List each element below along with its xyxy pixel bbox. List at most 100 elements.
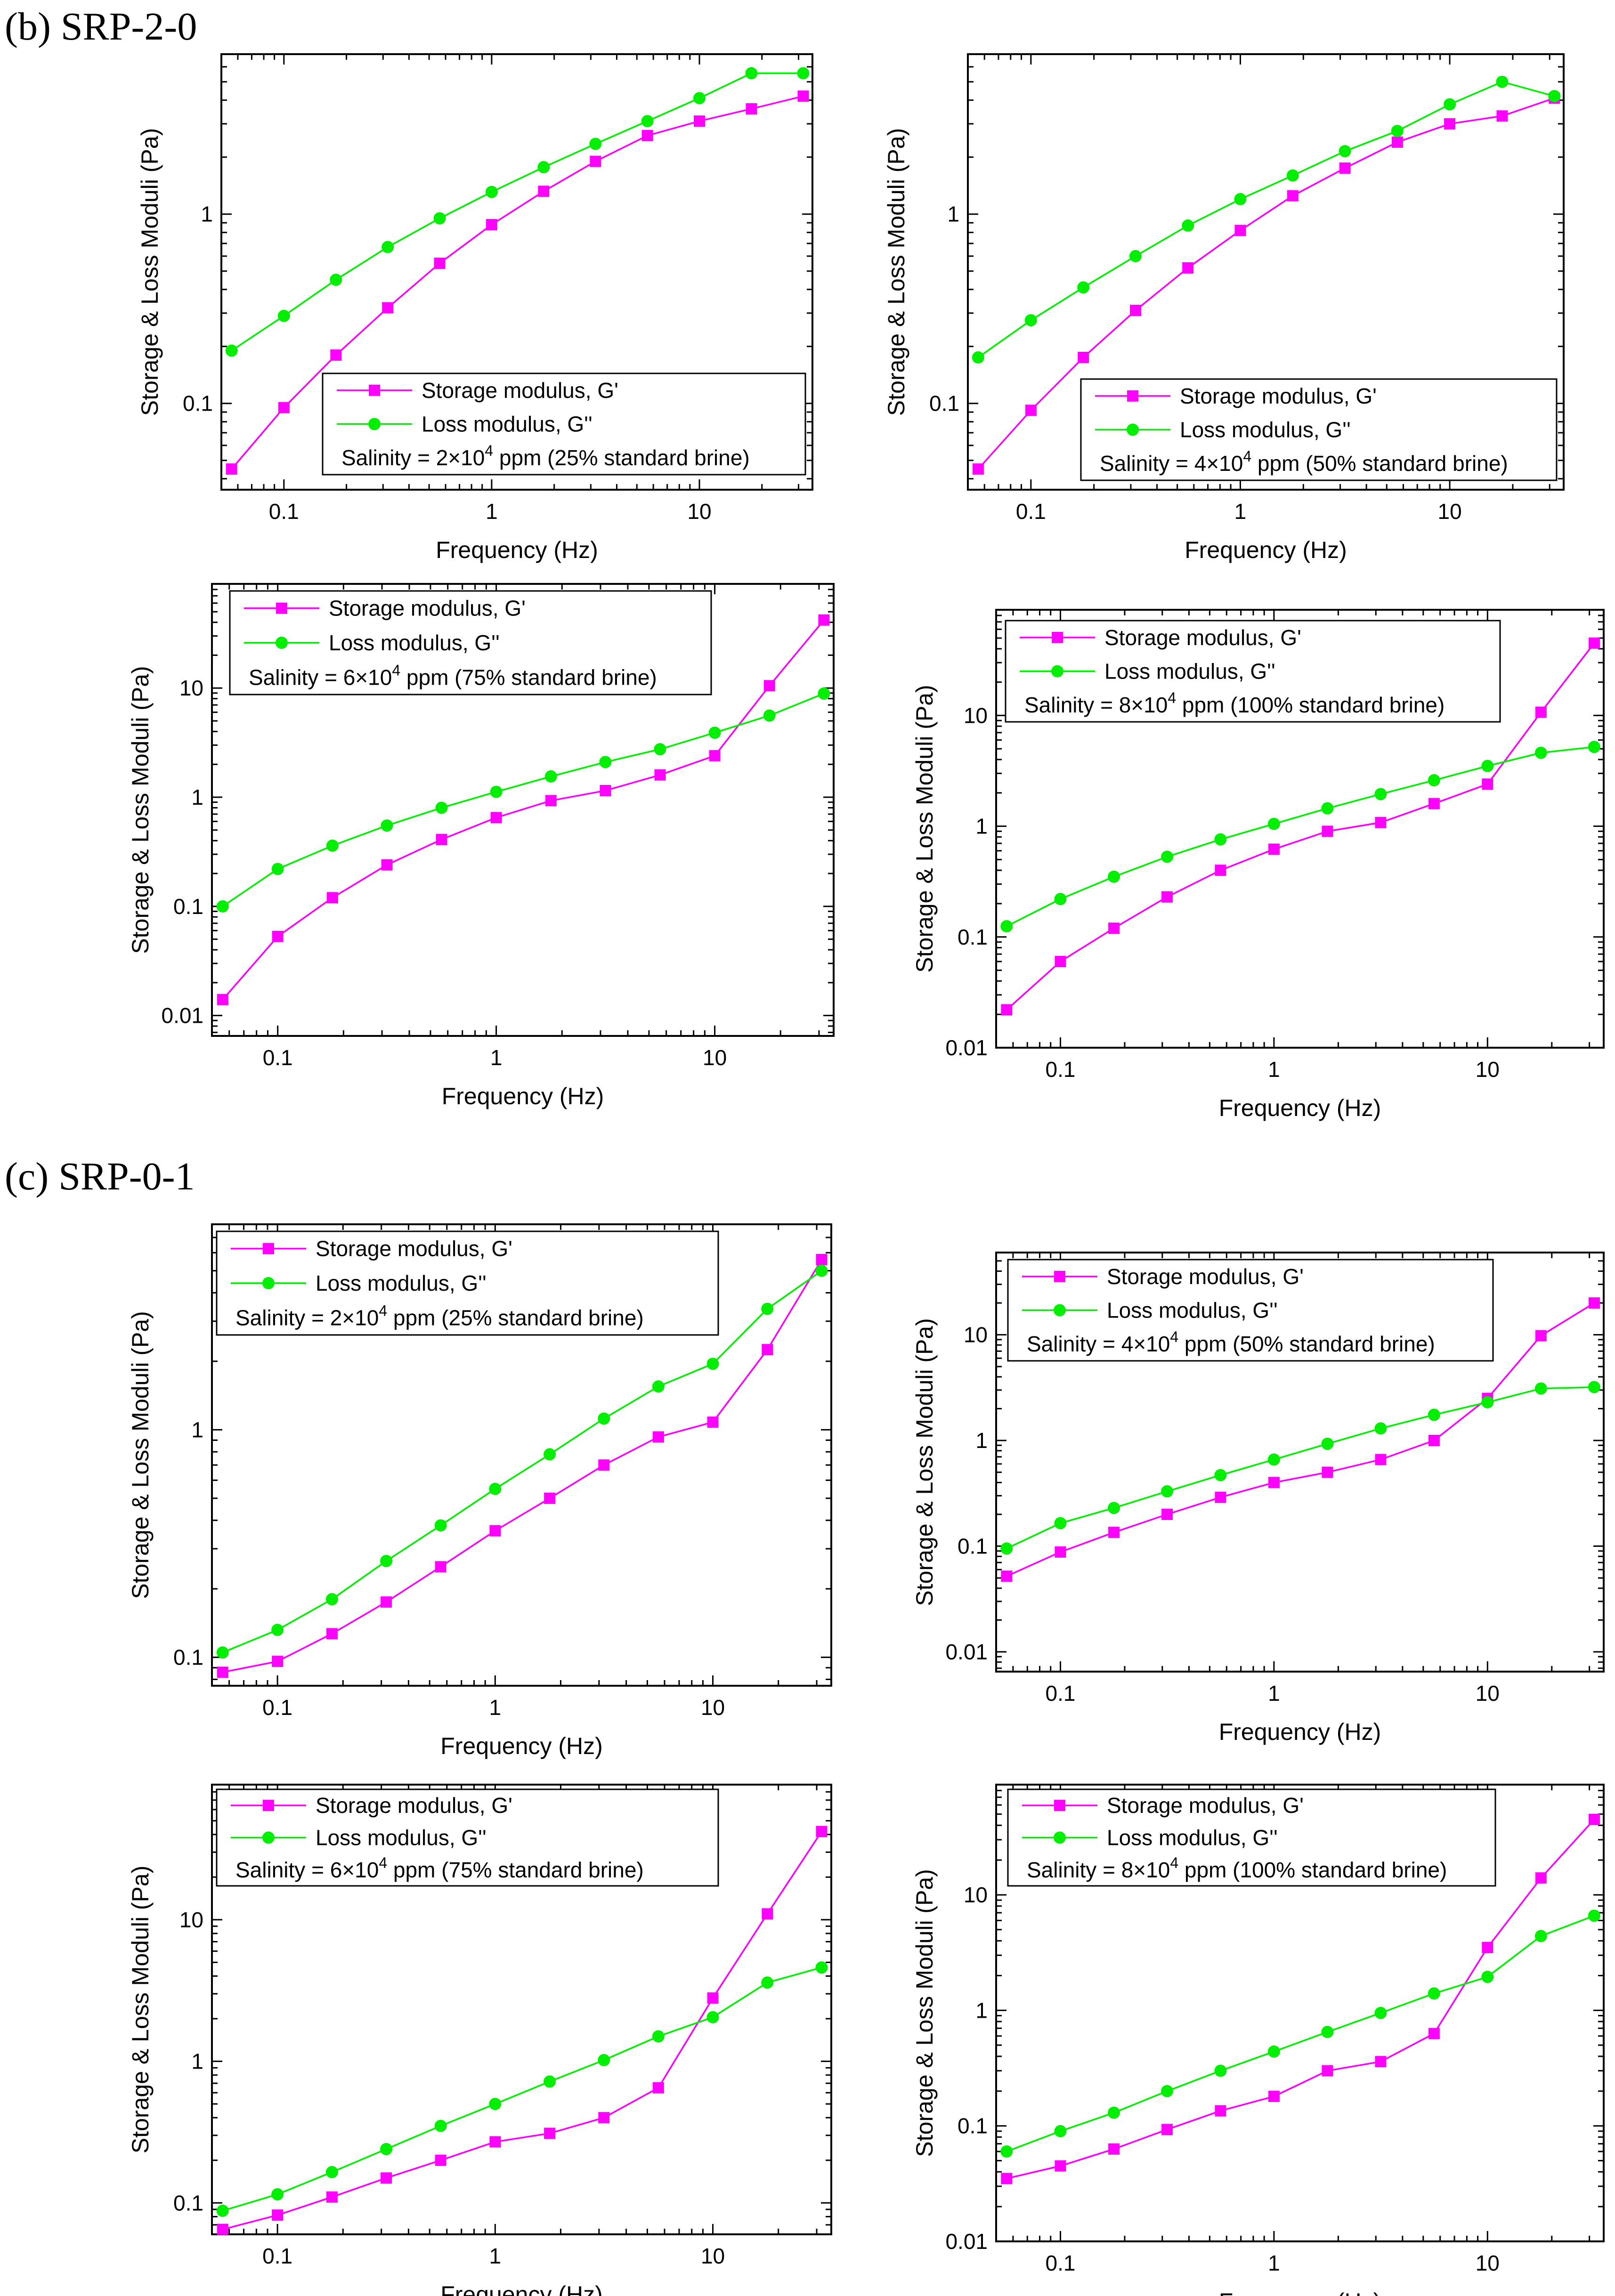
- y-axis-label: Storage & Loss Moduli (Pa): [127, 1311, 154, 1599]
- storage-point: [816, 1826, 828, 1837]
- storage-point: [272, 1656, 284, 1667]
- y-tick-label: 0.1: [958, 2114, 988, 2138]
- legend-storage-marker: [1054, 1270, 1065, 1282]
- legend-salinity-note: Salinity = 4×104 ppm (50% standard brine…: [1027, 1328, 1435, 1356]
- y-tick-label: 0.01: [945, 2229, 988, 2254]
- storage-point: [1588, 637, 1600, 649]
- y-tick-label: 0.1: [173, 2191, 203, 2215]
- storage-point: [818, 614, 830, 626]
- y-tick-label: 10: [964, 1883, 988, 1907]
- loss-point: [1108, 1502, 1120, 1514]
- loss-point: [1267, 817, 1280, 830]
- loss-point: [706, 2011, 719, 2023]
- y-tick-label: 0.1: [173, 894, 203, 919]
- x-axis-label: Frequency (Hz): [436, 537, 598, 563]
- loss-point: [1000, 2145, 1013, 2158]
- y-tick-label: 1: [191, 1417, 203, 1442]
- y-tick-label: 10: [964, 1323, 988, 1347]
- storage-point: [797, 90, 809, 102]
- storage-point: [1215, 2105, 1226, 2117]
- x-tick-label: 0.1: [262, 1695, 292, 1720]
- y-tick-label: 0.1: [929, 391, 959, 416]
- loss-point: [271, 863, 284, 875]
- loss-series-line: [1006, 1915, 1595, 2152]
- storage-point: [272, 2209, 284, 2221]
- legend-entry-label: Loss modulus, G'': [1104, 659, 1275, 684]
- loss-series-line: [231, 72, 803, 352]
- loss-point: [1129, 250, 1142, 262]
- loss-point: [1391, 125, 1404, 137]
- loss-point: [1444, 98, 1456, 111]
- storage-point: [1535, 1330, 1547, 1342]
- storage-point: [1055, 2160, 1066, 2172]
- legend-entry-label: Storage modulus, G': [422, 378, 618, 403]
- loss-point: [1588, 1909, 1600, 1922]
- legend-entry-label: Loss modulus, G'': [1107, 1826, 1278, 1850]
- storage-point: [1234, 225, 1246, 236]
- legend-entry-label: Loss modulus, G'': [316, 1271, 487, 1295]
- storage-point: [762, 1344, 773, 1356]
- storage-point: [763, 680, 775, 692]
- legend-loss-marker: [1054, 1831, 1066, 1844]
- loss-point: [1161, 1485, 1174, 1498]
- storage-point: [709, 750, 721, 761]
- loss-point: [652, 2030, 665, 2043]
- storage-point: [434, 258, 446, 269]
- y-tick-label: 0.01: [161, 1003, 203, 1028]
- legend: Storage modulus, G' Loss modulus, G'' Sali…: [216, 1788, 719, 1887]
- y-axis-label: Storage & Loss Moduli (Pa): [911, 685, 938, 972]
- loss-point: [1286, 169, 1299, 182]
- loss-point: [598, 2054, 610, 2067]
- x-axis-label: Frequency (Hz): [440, 2281, 603, 2296]
- loss-series-line: [222, 693, 825, 907]
- storage-point: [1108, 1527, 1120, 1538]
- loss-point: [1374, 1422, 1387, 1435]
- loss-point: [1234, 193, 1247, 205]
- loss-point: [490, 785, 503, 798]
- y-axis-label: Storage & Loss Moduli (Pa): [911, 1869, 938, 2157]
- chart-b4: 0.1 1 10 0.01 0.1 1 10 Frequency (Hz) Storage & …: [911, 609, 1605, 1121]
- loss-point: [654, 743, 666, 756]
- storage-point: [654, 769, 666, 781]
- y-axis-label: Storage & Loss Moduli (Pa): [137, 128, 163, 416]
- loss-point: [598, 1412, 610, 1425]
- storage-point: [1588, 1297, 1600, 1309]
- chart-c3: 0.1 1 10 0.1 1 10 Frequency (Hz) Storage & Loss…: [127, 1784, 832, 2296]
- loss-point: [277, 309, 290, 322]
- storage-point: [1078, 352, 1089, 364]
- y-tick-label: 10: [964, 703, 988, 728]
- loss-point: [1548, 90, 1561, 103]
- loss-point: [1024, 314, 1037, 327]
- storage-point: [490, 812, 502, 824]
- legend-storage-marker: [263, 1800, 274, 1811]
- loss-point: [330, 274, 342, 286]
- storage-point: [600, 784, 611, 796]
- loss-point: [1214, 2064, 1227, 2077]
- loss-point: [489, 1482, 502, 1495]
- loss-series-line: [1006, 746, 1595, 927]
- loss-point: [1267, 1453, 1280, 1466]
- loss-point: [706, 1358, 719, 1370]
- loss-point: [1374, 2006, 1387, 2019]
- storage-point: [381, 1596, 392, 1608]
- loss-point: [537, 161, 550, 174]
- loss-point: [489, 2098, 502, 2110]
- section-label-c: (c) SRP-0-1: [5, 1155, 195, 1198]
- plot-frame: [995, 1252, 1605, 1673]
- y-tick-label: 10: [179, 1908, 203, 1932]
- loss-point: [271, 1624, 284, 1636]
- storage-point: [1496, 110, 1508, 122]
- storage-point: [707, 1992, 719, 2004]
- storage-point: [1108, 2143, 1120, 2155]
- loss-series-line: [1006, 1386, 1594, 1550]
- loss-point: [1481, 1971, 1494, 1983]
- storage-series-line: [222, 1831, 822, 2231]
- loss-point: [1077, 281, 1090, 294]
- y-tick-label: 10: [179, 676, 203, 700]
- legend-entry-label: Storage modulus, G': [1180, 384, 1377, 408]
- storage-series-line: [1006, 1819, 1595, 2180]
- legend: Storage modulus, G' Loss modulus, G'' Sali…: [1007, 1259, 1494, 1362]
- storage-point: [1339, 162, 1351, 174]
- storage-point: [1375, 2056, 1387, 2068]
- loss-point: [1374, 788, 1387, 800]
